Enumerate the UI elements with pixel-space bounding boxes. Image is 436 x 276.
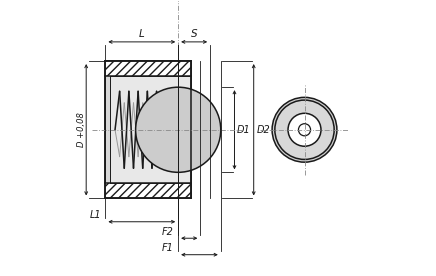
Bar [106,61,191,76]
Text: F1: F1 [162,243,174,253]
Circle shape [136,87,221,172]
Text: D +0,08: D +0,08 [77,112,86,147]
Circle shape [288,113,321,146]
Circle shape [299,124,310,136]
Text: L1: L1 [90,210,101,220]
Text: D2: D2 [256,125,270,135]
Circle shape [275,100,334,160]
Circle shape [272,97,337,162]
Bar [106,183,191,198]
Bar [109,76,191,183]
Text: L: L [139,29,145,39]
Text: D1: D1 [237,125,251,135]
Text: F2: F2 [162,227,174,237]
Text: S: S [191,29,198,39]
Bar [106,61,191,198]
